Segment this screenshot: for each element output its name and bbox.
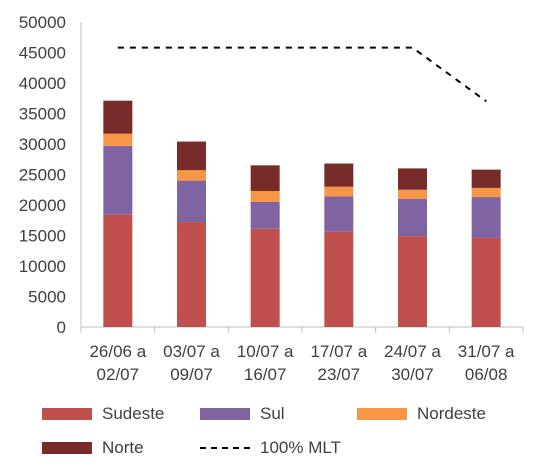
bar-nordeste xyxy=(324,186,354,197)
x-category-label: 24/07 a xyxy=(384,342,441,361)
bar-sudeste xyxy=(250,228,280,327)
bar-sudeste xyxy=(177,222,206,327)
y-tick-label: 0 xyxy=(57,318,66,337)
x-category-label: 16/07 xyxy=(244,365,287,384)
bar-sudeste xyxy=(324,231,354,327)
bar-norte xyxy=(250,165,280,191)
bar-sudeste xyxy=(103,214,133,327)
x-category-label: 10/07 a xyxy=(237,342,294,361)
bar-nordeste xyxy=(471,187,501,198)
x-category-label: 26/06 a xyxy=(89,342,146,361)
x-category-label: 31/07 a xyxy=(458,342,515,361)
y-tick-label: 15000 xyxy=(19,227,66,246)
y-tick-label: 35000 xyxy=(19,105,66,124)
bar-sul xyxy=(324,196,354,232)
x-category-label: 02/07 xyxy=(97,365,140,384)
x-category-label: 30/07 xyxy=(391,365,434,384)
bar-nordeste xyxy=(103,133,133,146)
x-category-label: 09/07 xyxy=(170,365,213,384)
bar-sudeste xyxy=(398,236,427,327)
y-tick-label: 5000 xyxy=(28,288,66,307)
x-category-label: 17/07 a xyxy=(310,342,367,361)
bar-sul xyxy=(250,201,280,229)
bar-sudeste xyxy=(471,237,501,327)
y-tick-label: 30000 xyxy=(19,135,66,154)
bar-nordeste xyxy=(398,189,427,199)
bar-norte xyxy=(398,168,427,190)
bar-norte xyxy=(177,141,206,171)
x-category-label: 06/08 xyxy=(465,365,508,384)
bar-sul xyxy=(471,197,501,238)
bar-norte xyxy=(324,163,354,187)
y-tick-label: 45000 xyxy=(19,44,66,63)
bar-sul xyxy=(103,145,133,215)
bar-nordeste xyxy=(177,170,206,181)
line-100-mlt xyxy=(117,46,487,103)
bar-sul xyxy=(398,198,427,237)
bar-norte xyxy=(471,169,501,188)
bar-sul xyxy=(177,180,206,223)
y-tick-label: 50000 xyxy=(19,13,66,32)
x-category-label: 03/07 a xyxy=(163,342,220,361)
y-tick-label: 40000 xyxy=(19,74,66,93)
bar-nordeste xyxy=(250,190,280,202)
y-tick-label: 25000 xyxy=(19,166,66,185)
x-category-label: 23/07 xyxy=(318,365,361,384)
y-tick-label: 10000 xyxy=(19,257,66,276)
bar-norte xyxy=(103,100,133,134)
y-tick-label: 20000 xyxy=(19,196,66,215)
